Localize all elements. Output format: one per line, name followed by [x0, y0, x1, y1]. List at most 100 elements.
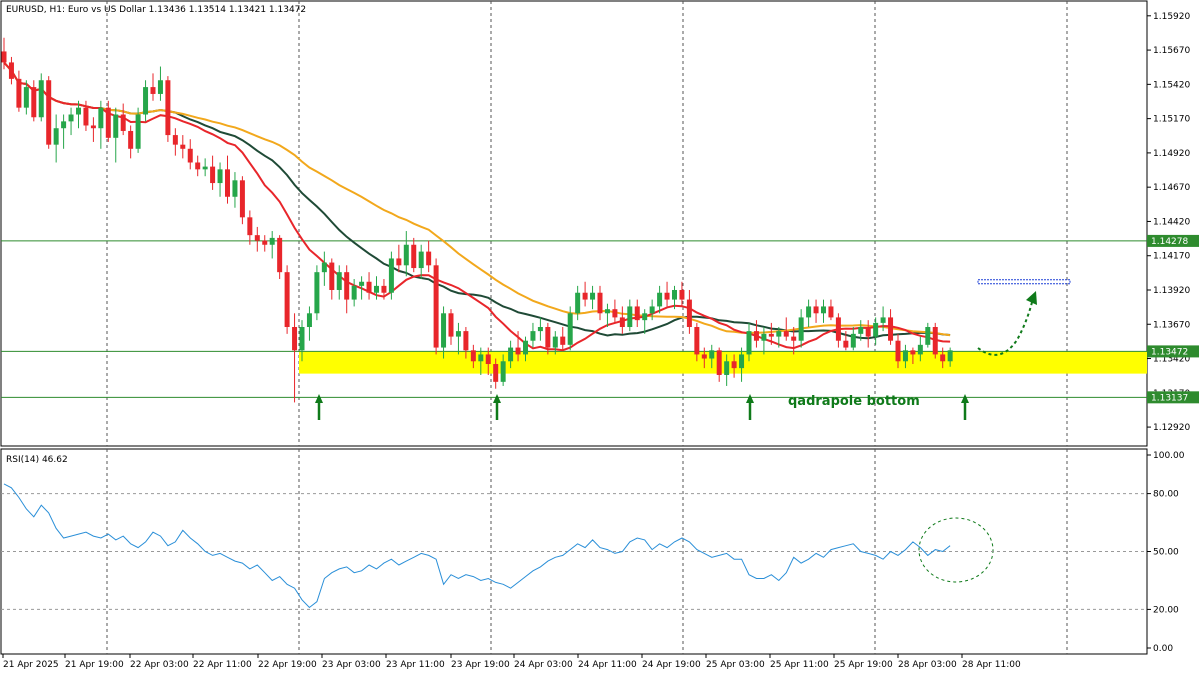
candle-bull: [709, 350, 715, 359]
candle-bear: [195, 162, 201, 170]
level-price-label: 1.14278: [1151, 237, 1188, 247]
candle-bull: [418, 251, 424, 269]
candle-bull: [917, 344, 923, 355]
x-tick-label: 28 Apr 03:00: [898, 660, 957, 670]
candle-bull: [925, 327, 931, 345]
candle-bull: [299, 327, 305, 351]
candle-bear: [210, 166, 216, 184]
candle-bull: [135, 114, 141, 149]
y-tick-label: 1.13420: [1153, 355, 1190, 365]
candle-bear: [545, 327, 551, 348]
rsi-y-tick-label: 100.00: [1153, 451, 1185, 461]
candle-bull: [902, 350, 908, 362]
candle-bull: [724, 361, 730, 375]
level-price-tag: [1147, 391, 1199, 404]
candle-bull: [523, 340, 528, 355]
candle-bear: [247, 217, 253, 236]
rsi-y-tick-label: 20.00: [1153, 605, 1179, 615]
y-tick-label: 1.13920: [1153, 286, 1190, 296]
candle-bear: [910, 350, 916, 355]
x-tick-label: 21 Apr 2025: [3, 660, 59, 670]
rsi-y-tick-label: 80.00: [1153, 490, 1179, 500]
candle-bull: [850, 333, 856, 348]
candle-bull: [113, 114, 119, 138]
y-tick-label: 1.12920: [1153, 423, 1190, 433]
price-panel[interactable]: [0, 0, 1148, 447]
x-tick-label: 23 Apr 19:00: [451, 660, 510, 670]
candle-bull: [552, 336, 558, 348]
x-tick-label: 22 Apr 03:00: [130, 660, 189, 670]
candle-bear: [560, 336, 566, 345]
x-tick-label: 25 Apr 03:00: [706, 660, 765, 670]
candle-bear: [701, 354, 707, 359]
candle-bull: [590, 292, 596, 300]
y-tick-label: 1.14170: [1153, 252, 1190, 262]
candle-bull: [68, 114, 74, 122]
level-price-tag: [1147, 234, 1199, 247]
candle-bull: [403, 244, 409, 266]
candle-bear: [865, 327, 871, 337]
candle-bull: [388, 258, 394, 293]
candle-bull: [821, 306, 826, 314]
candle-bull: [455, 331, 461, 337]
candle-bear: [932, 327, 938, 355]
arrow-head-icon: [961, 394, 969, 403]
candle-bull: [38, 80, 44, 118]
x-tick-label: 25 Apr 11:00: [770, 660, 829, 670]
candle-bull: [798, 317, 804, 341]
x-tick-label: 24 Apr 19:00: [642, 660, 701, 670]
candle-bear: [634, 306, 640, 321]
candle-bull: [530, 331, 536, 341]
x-tick-label: 22 Apr 19:00: [258, 660, 317, 670]
y-tick-label: 1.15670: [1153, 46, 1190, 56]
candle-bear: [90, 125, 96, 129]
level-price-tag: [1147, 345, 1199, 358]
candle-bull: [858, 327, 864, 334]
level-price-label: 1.13472: [1151, 347, 1188, 357]
candle-bear: [768, 333, 774, 337]
vertical-grid: [106, 1, 1068, 654]
arrow-head-icon: [746, 394, 754, 403]
candle-bear: [8, 62, 14, 79]
y-tick-label: 1.14670: [1153, 183, 1190, 193]
price-axis: 1.15920 1.15670 1.15420 1.15170 1.14920 1.146…: [1147, 12, 1199, 654]
candle-bear: [165, 80, 171, 136]
x-tick-label: 22 Apr 11:00: [193, 660, 252, 670]
candle-bull: [739, 354, 745, 369]
candle-bull: [314, 272, 320, 314]
candle-bull: [232, 180, 238, 197]
candle-bull: [575, 292, 581, 314]
candle-bear: [493, 364, 499, 382]
forecast-arrow-icon: [1026, 291, 1037, 305]
candle-bull: [157, 80, 163, 94]
candle-bear: [150, 87, 156, 94]
candle-bear: [1, 51, 7, 63]
candle-bull: [217, 169, 223, 184]
candle-bear: [239, 180, 245, 218]
candle-bull: [947, 350, 953, 362]
candle-bear: [463, 331, 469, 351]
candle-bear: [753, 331, 759, 341]
candle-bull: [321, 262, 327, 273]
candle-bear: [16, 78, 22, 108]
ma-fast-line: [3, 61, 951, 352]
rsi-line: [3, 483, 951, 609]
candle-bear: [619, 317, 625, 328]
candle-bear: [381, 285, 387, 293]
rsi-highlight-circle: [918, 517, 994, 583]
candle-bear: [128, 130, 134, 149]
x-tick-label: 25 Apr 19:00: [834, 660, 893, 670]
candle-bull: [627, 306, 633, 328]
y-tick-label: 1.14920: [1153, 149, 1190, 159]
candle-bull: [873, 322, 879, 337]
candle-bear: [426, 251, 432, 266]
y-tick-label: 1.14420: [1153, 217, 1190, 227]
candle-bull: [649, 306, 655, 314]
candle-bear: [396, 258, 402, 266]
candle-bull: [500, 361, 506, 382]
rsi-y-tick-label: 0.00: [1153, 644, 1173, 654]
candle-bear: [835, 317, 841, 341]
candle-bear: [828, 306, 834, 318]
ma-mid-line: [3, 61, 951, 337]
